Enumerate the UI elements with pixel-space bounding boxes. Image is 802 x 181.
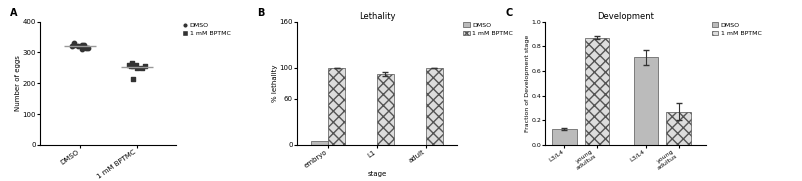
Bar [328,68,346,145]
Point [127,77,140,80]
Bar [552,129,577,145]
Point [122,63,135,66]
Text: A: A [10,8,18,18]
Point [71,45,84,48]
Legend: DMSO, 1 mM BPTMC: DMSO, 1 mM BPTMC [182,22,231,36]
Legend: DMSO, 1 mM BPTMC: DMSO, 1 mM BPTMC [712,22,762,36]
Bar [377,74,394,145]
Bar [634,57,658,145]
Point [127,65,140,68]
Point [131,66,144,69]
Point [125,62,138,65]
Point [138,65,151,68]
Legend: DMSO, 1 mM BPTMC: DMSO, 1 mM BPTMC [464,22,513,36]
Point [136,66,148,69]
Bar [311,141,328,145]
X-axis label: stage: stage [367,171,387,176]
Point [81,46,94,49]
Text: B: B [257,8,264,18]
Point [66,45,79,48]
Y-axis label: % lethality: % lethality [272,64,277,102]
Text: C: C [505,8,512,18]
Point [129,63,142,66]
Point [125,63,138,66]
Bar [426,68,443,145]
Point [75,43,88,46]
Y-axis label: Fraction of Development stage: Fraction of Development stage [525,35,530,132]
Title: Development: Development [597,12,654,21]
Point [125,65,138,68]
Bar [585,38,610,145]
Point [75,48,88,51]
Point [77,45,90,48]
Bar [666,111,691,145]
Point [67,42,80,45]
Point [78,43,91,46]
Point [79,46,92,49]
Title: Lethality: Lethality [358,12,395,21]
Y-axis label: Number of eggs: Number of eggs [15,55,21,111]
Point [67,43,80,46]
